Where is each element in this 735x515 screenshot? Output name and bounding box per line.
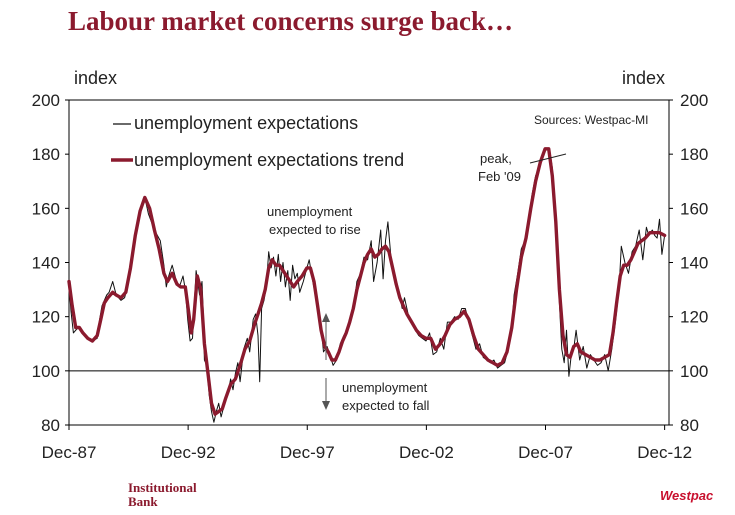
y-tick-label-left: 80 [41, 416, 60, 435]
annotation-rise: unemployment expected to rise [267, 204, 361, 237]
footer-institutional-bank: Institutional Bank [128, 481, 197, 509]
annotation-rise-line2: expected to rise [269, 222, 361, 237]
annotation-rise-line1: unemployment [267, 204, 353, 219]
annotation-fall: unemployment expected to fall [342, 380, 430, 413]
y-tick-label-left: 200 [32, 91, 60, 110]
annotation-fall-line1: unemployment [342, 380, 428, 395]
footer-line2: Bank [128, 494, 158, 509]
annotation-peak: peak, Feb '09 [478, 151, 567, 184]
y-tick-label-right: 160 [680, 199, 708, 218]
x-tick-label: Dec-12 [637, 443, 692, 462]
x-tick-label: Dec-87 [42, 443, 97, 462]
y-tick-label-right: 180 [680, 145, 708, 164]
legend: unemployment expectations unemployment e… [111, 113, 404, 170]
y-axis-label-left: index [74, 68, 117, 88]
arrow-up [322, 313, 330, 360]
y-axis-label-right: index [622, 68, 665, 88]
y-tick-label-right: 140 [680, 254, 708, 273]
y-tick-label-left: 100 [32, 362, 60, 381]
annotation-peak-line1: peak, [480, 151, 512, 166]
y-tick-label-left: 140 [32, 254, 60, 273]
westpac-logo: Westpac [660, 488, 713, 503]
annotation-peak-line2: Feb '09 [478, 169, 521, 184]
plot-area [68, 99, 670, 426]
page-title: Labour market concerns surge back… [68, 6, 513, 36]
x-tick-label: Dec-02 [399, 443, 454, 462]
y-tick-label-left: 120 [32, 308, 60, 327]
westpac-logo-text: Westpac [660, 488, 714, 503]
footer-line1: Institutional [128, 480, 197, 495]
series-line-trend [67, 147, 667, 416]
arrow-down [322, 378, 330, 410]
legend-label-trend: unemployment expectations trend [134, 150, 404, 170]
annotation-fall-line2: expected to fall [342, 398, 430, 413]
legend-label-expectations: unemployment expectations [134, 113, 358, 133]
x-tick-label: Dec-97 [280, 443, 335, 462]
annotation-peak-leader [529, 153, 567, 164]
source-label: Sources: Westpac-MI [534, 113, 648, 127]
y-tick-label-left: 160 [32, 199, 60, 218]
x-tick-label: Dec-07 [518, 443, 573, 462]
y-tick-label-right: 120 [680, 308, 708, 327]
y-tick-label-right: 80 [680, 416, 699, 435]
y-tick-label-right: 200 [680, 91, 708, 110]
y-tick-label-left: 180 [32, 145, 60, 164]
y-tick-label-right: 100 [680, 362, 708, 381]
x-tick-label: Dec-92 [161, 443, 216, 462]
